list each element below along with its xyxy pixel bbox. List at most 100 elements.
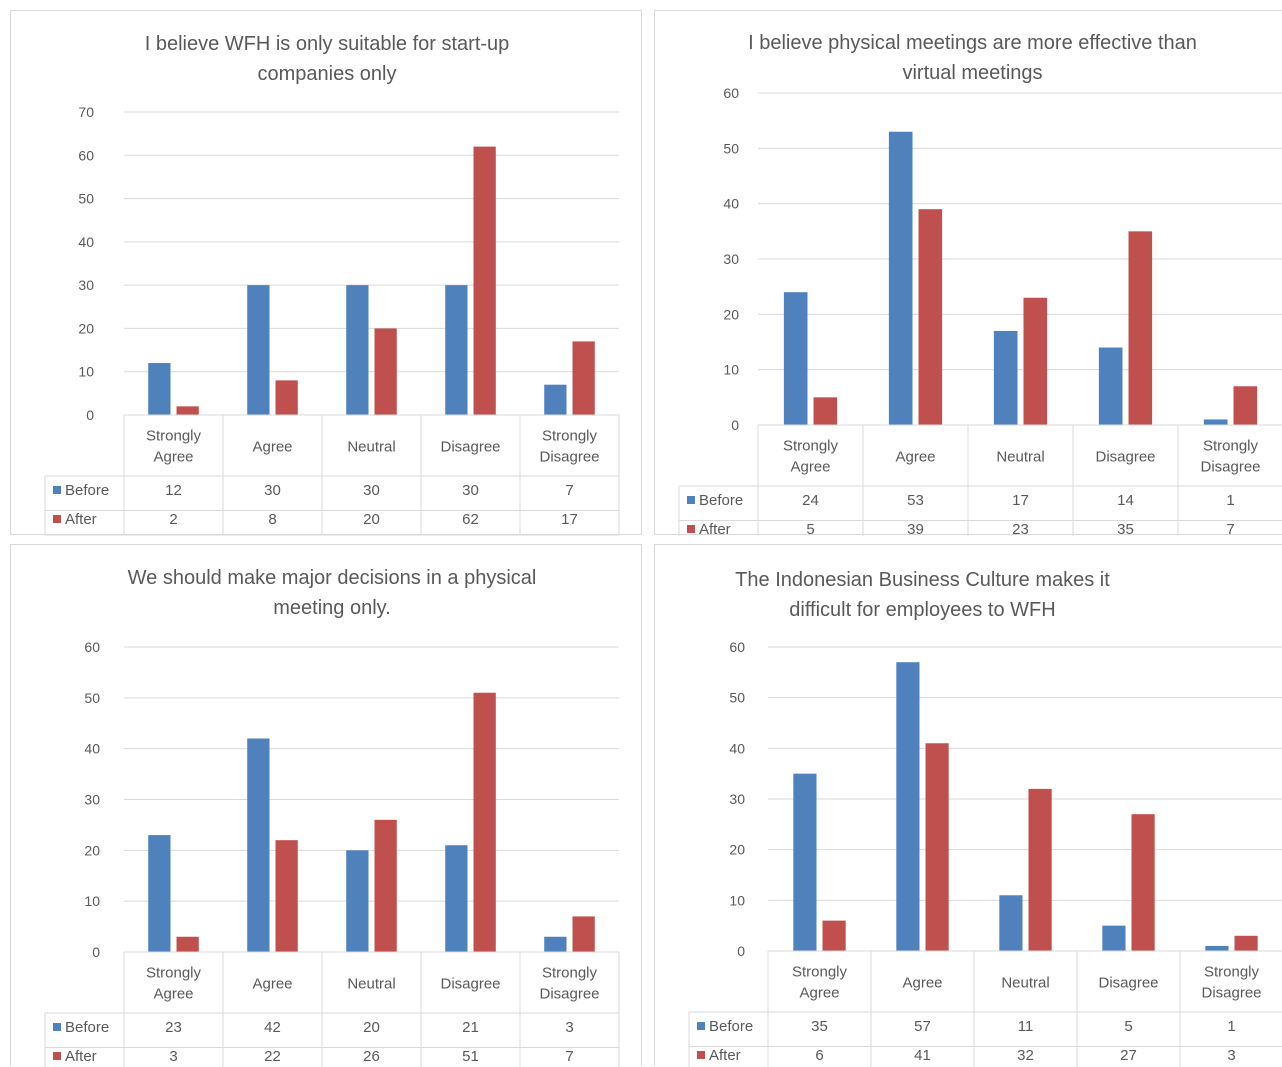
legend-key-after	[53, 1052, 61, 1060]
table-value: 17	[1012, 492, 1029, 509]
bar-before-neutral	[346, 285, 369, 415]
table-value: 6	[815, 1047, 823, 1064]
legend-label-after: After	[65, 511, 97, 528]
bar-before-neutral	[346, 850, 369, 952]
table-value: 3	[169, 1048, 177, 1065]
table-value: 11	[1018, 1018, 1034, 1035]
table-value: 23	[1012, 521, 1029, 536]
bar-before-neutral	[999, 895, 1023, 951]
table-value: 17	[561, 511, 578, 528]
table-value: 2	[169, 511, 177, 528]
chart-panel-business-culture: The Indonesian Business Culture makes it…	[654, 544, 1282, 1067]
y-tick-label: 40	[729, 740, 745, 756]
bar-before-disagree	[1102, 925, 1126, 951]
y-tick-label: 0	[737, 943, 745, 959]
chart-wfh-startup: 0 10 20 30 40 50 60 70 Strongly Agree Agree Neutral…	[44, 104, 620, 536]
table-value: 30	[264, 482, 281, 499]
legend-key-before	[687, 496, 695, 504]
y-tick-label: 60	[84, 639, 100, 655]
y-tick-label: 0	[86, 407, 94, 423]
table-value: 3	[1227, 1047, 1235, 1064]
y-tick-label: 20	[84, 842, 100, 858]
bar-after-disagree	[473, 692, 496, 952]
category-label: Neutral	[996, 449, 1044, 466]
chart-panel-wfh-startup: I believe WFH is only suitable for start…	[10, 10, 642, 536]
chart-major-decisions: 0 10 20 30 40 50 60 Strongly Agree Agree Neutral Di…	[44, 639, 620, 1067]
y-tick-label: 30	[729, 791, 745, 807]
y-tick-label: 0	[92, 944, 100, 960]
legend-key-before	[697, 1022, 705, 1030]
bar-after-neutral	[374, 819, 397, 952]
bar-before-agree	[896, 662, 920, 951]
bar-after-disagree	[1131, 814, 1155, 951]
bar-before-neutral	[993, 330, 1018, 425]
category-label: Strongly Agree	[783, 438, 839, 476]
legend-key-after	[687, 525, 695, 533]
legend-key-after	[697, 1051, 705, 1059]
table-value: 5	[806, 521, 814, 536]
category-label: Strongly Agree	[792, 964, 848, 1002]
bar-before-agree	[888, 131, 913, 425]
bar-before-agree	[247, 285, 270, 415]
bar-before-strongly-agree	[148, 363, 171, 415]
table-value: 12	[165, 482, 182, 499]
y-tick-label: 0	[731, 417, 739, 433]
legend-key-before	[53, 486, 61, 494]
table-value: 53	[907, 492, 924, 509]
table-value: 7	[1226, 521, 1234, 536]
y-tick-label: 20	[729, 842, 745, 858]
table-value: 30	[462, 482, 479, 499]
category-label: Neutral	[1001, 975, 1049, 992]
y-tick-label: 50	[78, 191, 94, 207]
bar-after-disagree	[473, 146, 496, 415]
y-tick-label: 40	[84, 741, 100, 757]
table-value: 51	[462, 1048, 479, 1065]
category-label: Disagree	[1098, 975, 1158, 992]
bar-before-strongly-disagree	[1203, 419, 1228, 425]
category-label: Neutral	[347, 439, 395, 456]
y-tick-label: 10	[84, 893, 100, 909]
chart-title: I believe physical meetings are more eff…	[748, 32, 1197, 84]
category-label: Agree	[902, 975, 942, 992]
legend-label-after: After	[699, 521, 731, 536]
category-label: Neutral	[347, 976, 395, 993]
table-value: 57	[914, 1018, 931, 1035]
bar-before-disagree	[445, 845, 468, 952]
category-label: Strongly Agree	[146, 965, 202, 1003]
bar-after-agree	[275, 380, 298, 415]
table-value: 14	[1117, 492, 1134, 509]
bar-after-neutral	[1023, 297, 1048, 425]
legend-key-after	[53, 515, 61, 523]
table-value: 27	[1120, 1047, 1137, 1064]
table-value: 7	[565, 1048, 573, 1065]
table-value: 5	[1124, 1018, 1132, 1035]
table-value: 62	[462, 511, 479, 528]
category-label: Strongly Disagree	[539, 965, 599, 1003]
category-label: Strongly Agree	[146, 428, 202, 466]
category-label: Disagree	[440, 976, 500, 993]
table-value: 8	[268, 511, 276, 528]
y-tick-label: 10	[78, 364, 94, 380]
table-value: 20	[363, 1019, 380, 1036]
chart-title: The Indonesian Business Culture makes it…	[735, 569, 1110, 621]
table-value: 1	[1227, 1018, 1235, 1035]
y-tick-label: 40	[78, 234, 94, 250]
table-value: 21	[462, 1019, 479, 1036]
table-value: 24	[802, 492, 819, 509]
bar-after-agree	[925, 743, 949, 951]
y-tick-label: 10	[729, 892, 745, 908]
chart-title: I believe WFH is only suitable for start…	[144, 33, 510, 85]
bar-after-strongly-agree	[176, 936, 199, 952]
y-tick-label: 70	[78, 104, 94, 120]
table-value: 35	[811, 1018, 828, 1035]
bar-after-strongly-disagree	[572, 341, 595, 415]
y-tick-label: 40	[723, 196, 739, 212]
table-value: 7	[565, 482, 573, 499]
legend-label-after: After	[65, 1048, 97, 1065]
bar-before-strongly-agree	[793, 773, 817, 951]
bar-before-strongly-agree	[783, 292, 808, 425]
table-value: 42	[264, 1019, 281, 1036]
bar-before-strongly-disagree	[544, 936, 567, 952]
legend-label-before: Before	[709, 1018, 753, 1035]
table-value: 23	[165, 1019, 182, 1036]
